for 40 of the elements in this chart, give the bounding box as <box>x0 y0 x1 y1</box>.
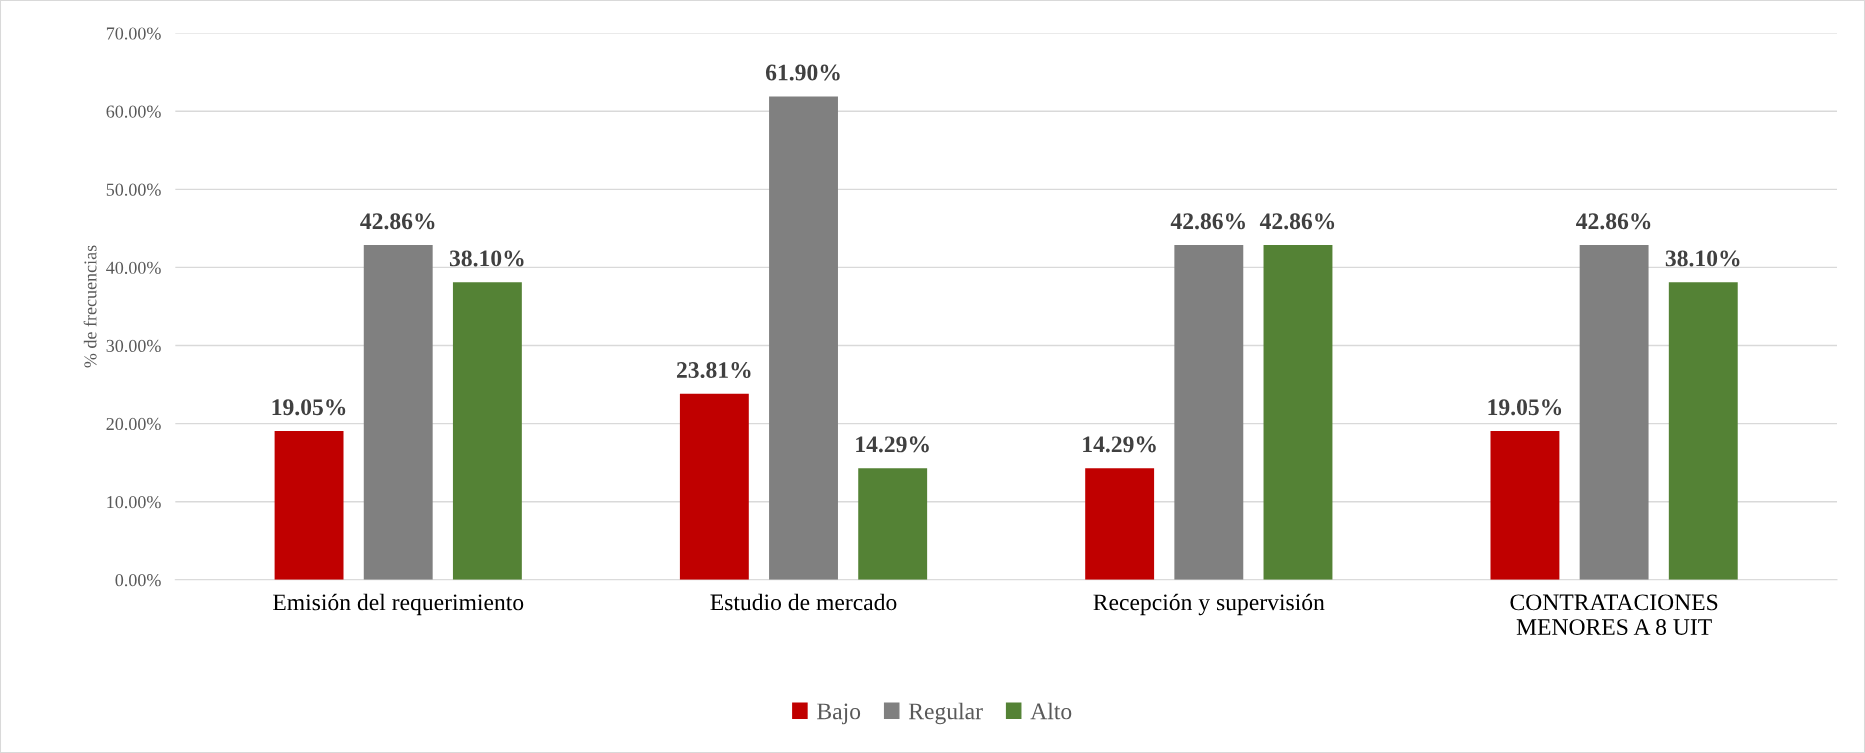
data-label: 38.10% <box>1665 250 1740 267</box>
y-tick-label: 60.00% <box>106 105 161 118</box>
bar <box>1174 245 1244 580</box>
bar <box>1668 282 1738 580</box>
bar <box>679 393 749 580</box>
bar <box>274 431 344 580</box>
y-tick-label: 30.00% <box>106 339 161 353</box>
bar <box>1085 468 1155 580</box>
bar <box>858 468 928 580</box>
data-label: 23.81% <box>676 362 751 379</box>
y-tick-label: 70.00% <box>106 27 161 40</box>
data-label: 42.86% <box>360 213 435 230</box>
data-label: 42.86% <box>1259 213 1335 230</box>
bar <box>769 96 838 580</box>
y-tick-label: 0.00% <box>115 574 161 587</box>
y-tick-label: 10.00% <box>107 495 161 509</box>
bar <box>1579 245 1649 580</box>
x-tick-label: Emisión del requerimiento <box>273 593 524 616</box>
data-label: 19.05% <box>272 399 346 416</box>
y-tick-label: 50.00% <box>106 183 161 196</box>
x-tick-label: Estudio de mercado <box>710 593 897 611</box>
bar <box>1263 245 1333 580</box>
y-axis-title: % de frecuencias <box>83 245 97 368</box>
data-label: 42.86% <box>1170 213 1245 230</box>
legend-label: Bajo <box>817 703 861 725</box>
data-label: 61.90% <box>765 64 840 81</box>
legend-label: Regular <box>908 702 983 725</box>
data-label: 19.05% <box>1488 399 1562 416</box>
x-tick-label: Recepción y supervisión <box>1093 593 1325 616</box>
data-label: 42.86% <box>1576 213 1651 230</box>
legend-label: Alto <box>1030 702 1072 720</box>
bar <box>1490 431 1560 580</box>
data-label: 38.10% <box>449 250 524 267</box>
bar <box>363 245 433 580</box>
bar <box>452 282 522 580</box>
y-tick-label: 40.00% <box>106 261 161 274</box>
data-label: 14.29% <box>856 436 929 453</box>
x-tick-label: CONTRATACIONES MENORES A 8 UIT <box>1510 594 1718 635</box>
data-label: 14.29% <box>1083 436 1156 453</box>
y-tick-label: 20.00% <box>106 417 161 431</box>
